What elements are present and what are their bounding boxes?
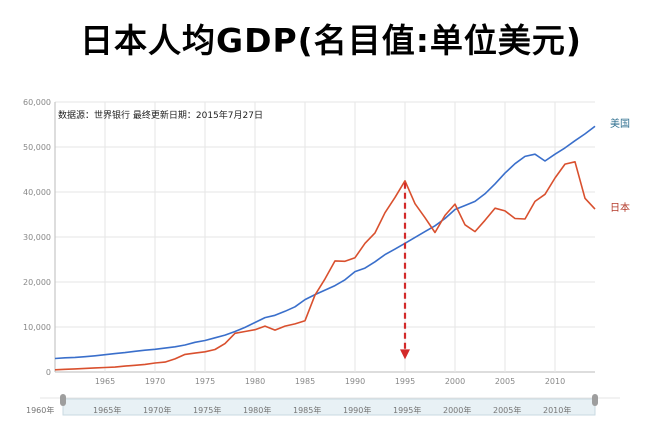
y-tick-label: 50,000 bbox=[23, 143, 51, 152]
y-tick-label: 0 bbox=[46, 368, 51, 377]
series-line-0 bbox=[54, 125, 596, 360]
data-source-note: 数据源：世界银行 最终更新日期：2015年7月27日 bbox=[58, 109, 263, 121]
series-line-1 bbox=[54, 161, 596, 371]
x-tick-label: 1990 bbox=[345, 377, 365, 386]
range-label: 1985年 bbox=[293, 405, 321, 415]
range-label: 1995年 bbox=[393, 405, 421, 415]
range-label: 1965年 bbox=[93, 405, 121, 415]
x-tick-label: 2010 bbox=[545, 377, 565, 386]
y-tick-label: 30,000 bbox=[23, 233, 51, 242]
range-label: 2000年 bbox=[443, 405, 471, 415]
range-label: 1970年 bbox=[143, 405, 171, 415]
range-label: 1960年 bbox=[26, 405, 54, 415]
y-tick-label: 40,000 bbox=[23, 188, 51, 197]
range-label: 1980年 bbox=[243, 405, 271, 415]
page-title: 日本人均GDP(名目值:单位美元) bbox=[79, 21, 583, 60]
range-label: 1990年 bbox=[343, 405, 371, 415]
range-window[interactable] bbox=[62, 398, 596, 416]
y-tick-label: 20,000 bbox=[23, 278, 51, 287]
x-tick-label: 1985 bbox=[295, 377, 315, 386]
range-handle-left[interactable] bbox=[60, 394, 66, 406]
x-axis-ticks: 1965 1970 1975 1980 1985 1990 1995 2000 2005 2010 bbox=[95, 377, 565, 386]
x-tick-label: 2005 bbox=[495, 377, 515, 386]
y-tick-label: 60,000 bbox=[23, 98, 51, 107]
dashed-arrow-annotation bbox=[400, 182, 410, 360]
y-axis-ticks: 0 10,000 20,000 30,000 40,000 50,000 60,000 bbox=[23, 98, 51, 377]
range-label: 1975年 bbox=[193, 405, 221, 415]
x-tick-label: 1995 bbox=[395, 377, 415, 386]
x-tick-label: 1980 bbox=[245, 377, 265, 386]
grid-lines bbox=[54, 101, 595, 373]
legend-label-0: 美国 bbox=[610, 117, 630, 130]
legend-label-1: 日本 bbox=[610, 201, 630, 214]
range-handle-right[interactable] bbox=[592, 394, 598, 406]
x-tick-label: 1975 bbox=[195, 377, 215, 386]
range-label: 2005年 bbox=[493, 405, 521, 415]
x-tick-label: 1970 bbox=[145, 377, 165, 386]
range-label: 2010年 bbox=[543, 405, 571, 415]
x-tick-label: 2000 bbox=[445, 377, 465, 386]
x-tick-label: 1965 bbox=[95, 377, 115, 386]
arrow-head bbox=[400, 349, 410, 360]
y-tick-label: 10,000 bbox=[23, 323, 51, 332]
range-selector[interactable]: 1960年 1965年 1970年 1975年 1980年 1985年 1990年 1995年… bbox=[26, 394, 620, 416]
series-lines bbox=[54, 125, 596, 371]
